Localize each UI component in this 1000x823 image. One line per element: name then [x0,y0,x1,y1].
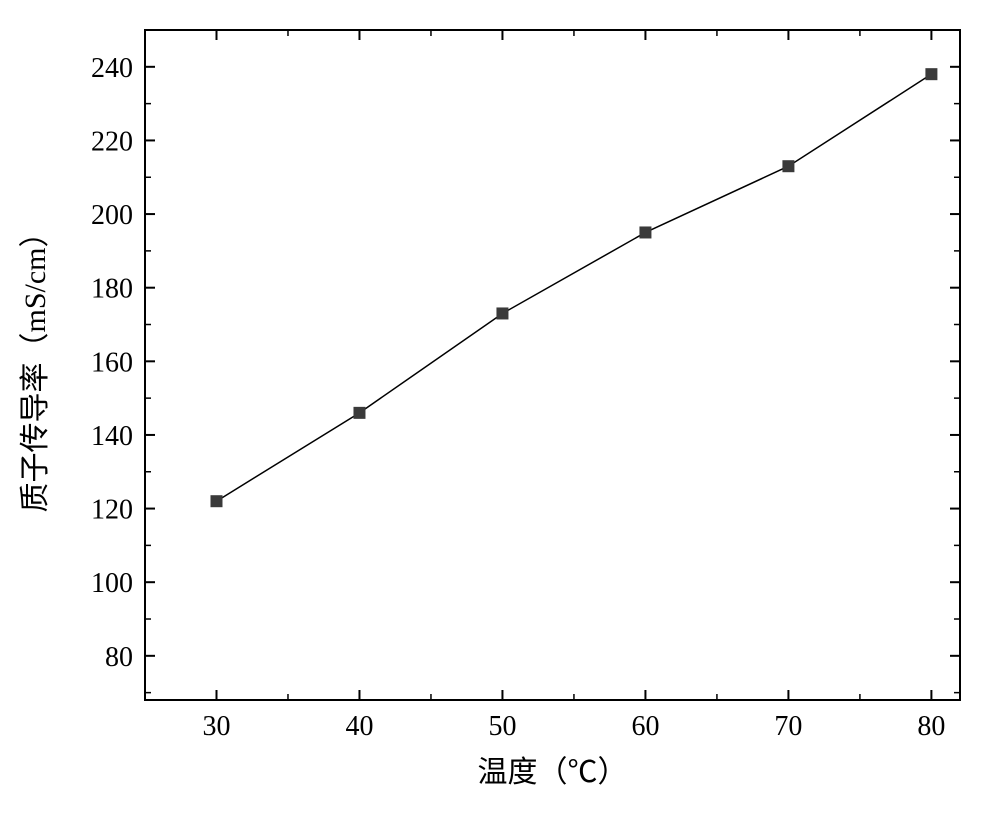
y-tick-label: 120 [91,495,133,526]
line-chart: 30 40 50 60 70 80 80 100 120 140 160 180 200 220 240 温度… [0,0,1000,823]
y-tick-label: 220 [91,126,133,157]
x-tick-label: 80 [917,711,945,742]
x-tick-label: 50 [488,711,516,742]
y-axis-label: 质子传导率（mS/cm） [19,217,52,512]
y-tick-label: 100 [91,568,133,599]
y-tick-label: 200 [91,200,133,231]
y-tick-label: 240 [91,53,133,84]
data-marker [639,226,651,238]
data-marker [496,307,508,319]
data-marker [210,495,222,507]
x-tick-label: 30 [202,711,230,742]
chart-container: 30 40 50 60 70 80 80 100 120 140 160 180 200 220 240 温度… [0,0,1000,823]
x-tick-label: 40 [345,711,373,742]
data-marker [353,407,365,419]
y-tick-label: 80 [105,642,133,673]
data-marker [782,160,794,172]
y-tick-label: 140 [91,421,133,452]
y-tick-label: 160 [91,347,133,378]
x-axis-label: 温度（℃） [478,756,628,789]
y-tick-label: 180 [91,274,133,305]
data-marker [925,68,937,80]
x-tick-label: 70 [774,711,802,742]
x-tick-label: 60 [631,711,659,742]
